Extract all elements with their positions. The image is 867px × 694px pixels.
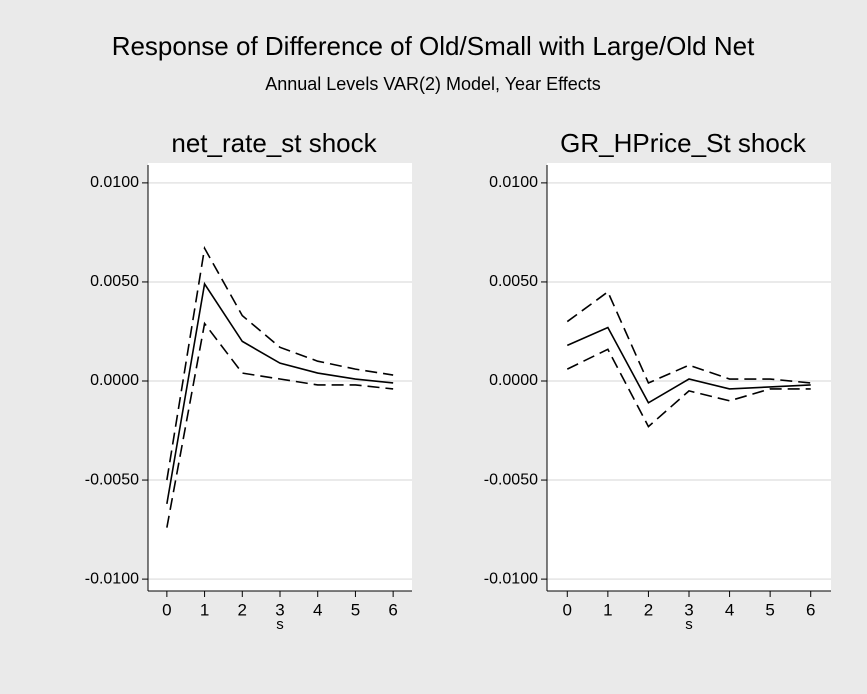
x-tick-label: 1 [603,600,612,619]
x-tick-label: 4 [725,600,734,619]
y-tick-label: 0.0000 [489,372,538,389]
panel-title: GR_HPrice_St shock [560,128,807,158]
y-tick-label: 0.0100 [489,174,538,191]
y-tick-label: -0.0100 [484,570,538,587]
band-line [166,245,394,481]
irf-line [566,326,811,404]
x-tick-label: 5 [765,600,774,619]
band-line [166,321,394,528]
plot-area [148,163,412,591]
x-tick-label: 6 [388,600,397,619]
y-tick-label: 0.0050 [90,273,139,290]
irf-line [166,281,394,504]
x-tick-label: 6 [806,600,815,619]
figure-title: Response of Difference of Old/Small with… [112,31,755,61]
x-tick-label: 2 [644,600,653,619]
x-axis-label: s [276,616,284,633]
x-tick-label: 5 [351,600,360,619]
y-tick-label: -0.0050 [85,471,139,488]
x-tick-label: 4 [313,600,322,619]
x-tick-label: 0 [563,600,572,619]
figure-subtitle: Annual Levels VAR(2) Model, Year Effects [265,74,601,94]
plot-area [547,163,831,591]
x-tick-label: 3 [684,600,693,619]
band-line [566,290,811,385]
x-tick-label: 1 [200,600,209,619]
panel-title: net_rate_st shock [171,128,377,158]
y-tick-label: -0.0050 [484,471,538,488]
y-tick-label: 0.0100 [90,174,139,191]
y-tick-label: -0.0100 [85,570,139,587]
y-tick-label: 0.0050 [489,273,538,290]
x-axis-label: s [685,616,693,633]
band-line [566,348,811,428]
x-tick-label: 2 [238,600,247,619]
y-tick-label: 0.0000 [90,372,139,389]
x-tick-label: 3 [275,600,284,619]
x-tick-label: 0 [162,600,171,619]
